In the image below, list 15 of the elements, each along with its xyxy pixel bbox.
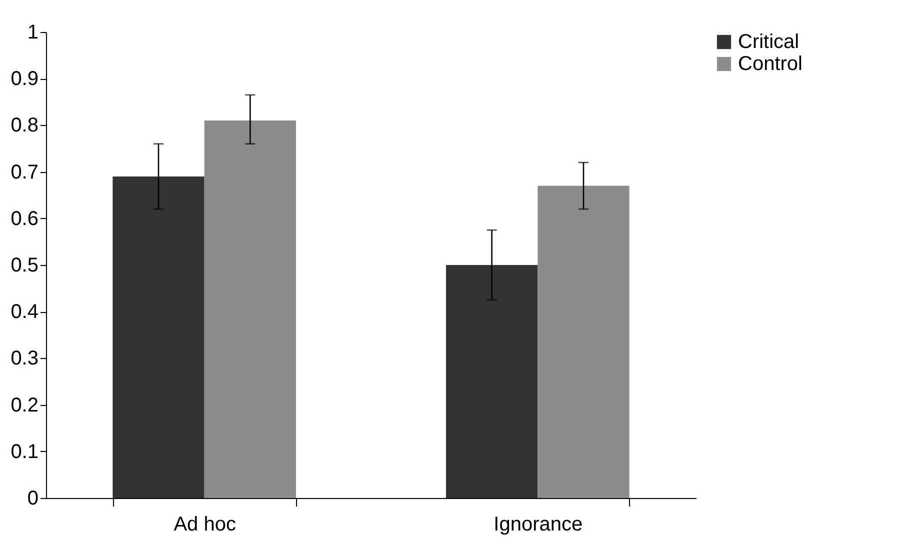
y-tick-label: 0.2	[10, 394, 38, 416]
y-tick-label: 0	[27, 488, 38, 510]
y-tick-label: 0.1	[10, 440, 38, 463]
y-tick-label: 0.6	[10, 208, 38, 230]
y-tick-label: 0.5	[10, 254, 38, 276]
legend-label: Control	[738, 53, 802, 75]
legend-label: Critical	[738, 31, 800, 53]
y-tick-label: 0.3	[10, 348, 38, 370]
x-tick-label: Ignorance	[494, 514, 583, 536]
x-tick-label: Ad hoc	[174, 514, 236, 536]
y-tick-label: 0.9	[10, 68, 38, 90]
y-tick-label: 0.8	[10, 114, 38, 137]
y-tick-label: 0.4	[10, 301, 38, 324]
y-tick-label: 0.7	[10, 161, 38, 184]
y-tick-label: 1	[27, 22, 38, 44]
